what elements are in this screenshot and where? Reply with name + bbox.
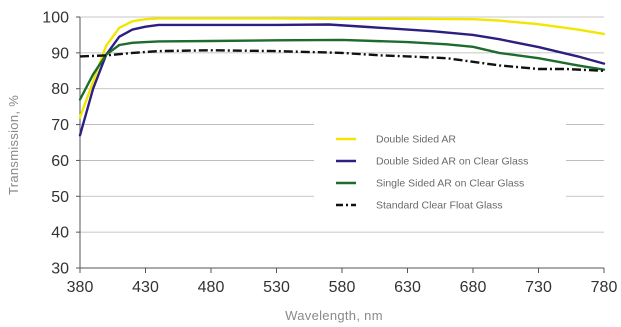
- y-tick-label-50: 50: [51, 189, 69, 206]
- x-tick-label-630: 630: [394, 279, 421, 296]
- x-tick-label-780: 780: [591, 279, 618, 296]
- y-tick-label-30: 30: [51, 261, 69, 278]
- series-line-double-sided-ar-on-clear-glass: [78, 23, 606, 137]
- x-tick-label-530: 530: [263, 279, 290, 296]
- x-tick-label-480: 480: [198, 279, 225, 296]
- legend-label-single-sided-ar-on-clear-glass: Single Sided AR on Clear Glass: [376, 178, 524, 190]
- legend-label-double-sided-ar-on-clear-glass: Double Sided AR on Clear Glass: [376, 156, 528, 168]
- y-tick-label-40: 40: [51, 225, 69, 242]
- x-tick-label-430: 430: [132, 279, 159, 296]
- y-tick-label-60: 60: [51, 153, 69, 170]
- series-line-double-sided-ar: [78, 17, 606, 119]
- axes: [76, 16, 605, 273]
- tick-labels: 30 40 50 60 70 80 90 100 380 430 480 530 580 630 680 73…: [42, 10, 617, 297]
- legend: Double Sided AR Double Sided AR on Clear …: [314, 114, 566, 230]
- y-tick-label-80: 80: [51, 81, 69, 98]
- x-tick-label-580: 580: [329, 279, 356, 296]
- x-axis-title: Wavelength, nm: [285, 308, 383, 323]
- series-line-standard-clear-float-glass: [79, 49, 605, 72]
- series-lines: [78, 17, 606, 137]
- y-axis-title: Transmission, %: [6, 95, 21, 195]
- legend-label-standard-clear-float-glass: Standard Clear Float Glass: [376, 200, 503, 212]
- series-line-single-sided-ar-on-clear-glass: [78, 38, 606, 101]
- x-tick-label-730: 730: [525, 279, 552, 296]
- y-tick-label-90: 90: [51, 45, 69, 62]
- x-tick-label-680: 680: [460, 279, 487, 296]
- y-tick-label-70: 70: [51, 117, 69, 134]
- y-tick-label-100: 100: [42, 10, 69, 27]
- legend-box: [314, 114, 566, 230]
- legend-label-double-sided-ar: Double Sided AR: [376, 134, 456, 146]
- x-tick-label-380: 380: [67, 279, 94, 296]
